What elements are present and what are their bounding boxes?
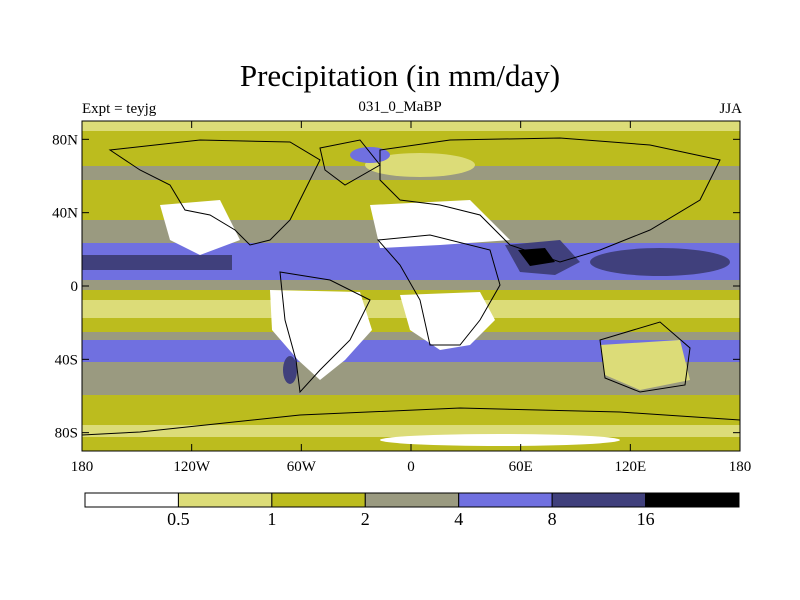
x-tick-label-3: 0 — [407, 459, 415, 475]
experiment-label: Expt = teyjg — [82, 101, 157, 117]
colorbar-swatch-1 — [177, 492, 273, 508]
coast-greenland — [319, 139, 381, 186]
colorbar-swatch-5 — [551, 492, 647, 508]
wet-southern-chile — [283, 356, 297, 384]
wet-south-asia-core — [518, 248, 555, 266]
coast-australia — [599, 321, 691, 393]
x-tick-label-0: 180 — [71, 459, 94, 475]
colorbar-swatch-4 — [458, 492, 553, 508]
field-band-south-storm — [82, 340, 740, 362]
field-band-itcz-dark — [82, 255, 232, 270]
y-tick-label-3: 40S — [55, 352, 78, 368]
colorbar-label-2: 2 — [361, 509, 370, 529]
colorbar: 0.5 1 2 4 8 16 — [84, 492, 740, 529]
field-band-pale-south — [82, 425, 740, 437]
dry-arctic — [365, 153, 475, 177]
colorbar-swatch-3 — [364, 492, 460, 508]
dry-north-africa — [370, 200, 510, 248]
dry-australia — [600, 340, 690, 390]
field-antarctic-dry — [380, 434, 620, 446]
axis-ticks: 180 120W 60W 0 60E 120E 180 80N 40N 0 40S 80S — [52, 121, 751, 475]
y-tick-label-0: 80N — [52, 132, 78, 148]
coast-north-america — [108, 139, 321, 246]
x-tick-label-1: 120W — [173, 459, 211, 475]
wet-west-pacific — [590, 248, 730, 276]
dry-southern-america — [270, 290, 372, 380]
x-tick-label-4: 60E — [509, 459, 533, 475]
coast-south-america — [279, 271, 371, 394]
colorbar-label-4: 8 — [548, 509, 557, 529]
colorbar-swatch-2 — [271, 492, 366, 508]
map-field — [82, 121, 740, 451]
coastlines — [82, 137, 740, 451]
chart-title: Precipitation (in mm/day) — [239, 58, 561, 93]
coast-eurasia — [379, 137, 721, 263]
x-tick-label-5: 120E — [614, 459, 646, 475]
dry-north-america — [160, 200, 240, 255]
x-tick-label-2: 60W — [287, 459, 317, 475]
colorbar-label-0: 0.5 — [167, 509, 190, 529]
coast-africa — [376, 234, 501, 346]
y-tick-label-2: 0 — [71, 279, 79, 295]
colorbar-label-5: 16 — [637, 509, 655, 529]
season-label: JJA — [719, 101, 742, 117]
colorbar-label-3: 4 — [454, 509, 463, 529]
y-tick-label-4: 80S — [55, 426, 78, 442]
timeslice-label: 031_0_MaBP — [358, 99, 442, 115]
colorbar-swatch-0 — [84, 492, 179, 508]
y-tick-label-1: 40N — [52, 206, 78, 222]
x-tick-label-6: 180 — [729, 459, 752, 475]
dry-southern-africa — [400, 292, 495, 350]
colorbar-swatch-6 — [645, 492, 740, 508]
colorbar-label-1: 1 — [267, 509, 276, 529]
coast-antarctica — [82, 407, 740, 451]
